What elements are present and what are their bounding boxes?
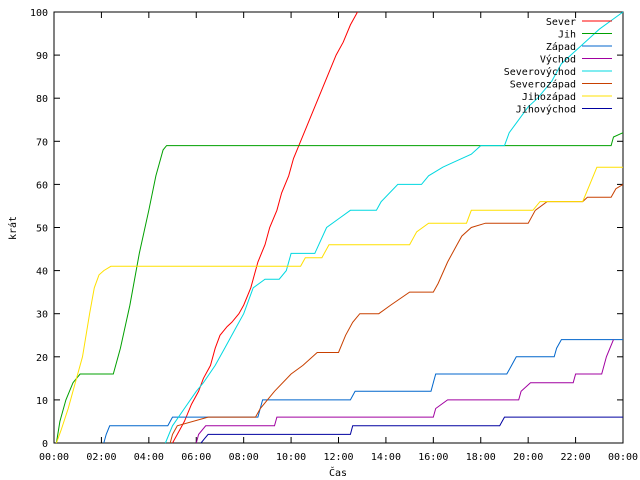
y-tick-label: 0 xyxy=(42,439,48,450)
x-tick-label: 04:00 xyxy=(134,452,164,463)
series-line-severozapad xyxy=(169,183,624,444)
series-line-sever xyxy=(172,11,358,444)
x-tick-label: 22:00 xyxy=(561,452,591,463)
y-tick-label: 100 xyxy=(30,8,48,19)
legend-label: Jihozápad xyxy=(522,91,576,103)
series-line-jihozapad xyxy=(55,166,623,444)
y-tick-label: 70 xyxy=(36,137,48,148)
x-tick-label: 00:00 xyxy=(39,452,69,463)
legend-label: Severozápad xyxy=(510,79,576,91)
legend: Sever JihZápadVýchodSeverovýchodSeverozáp… xyxy=(504,17,612,116)
y-tick-label: 30 xyxy=(36,310,48,321)
series-line-severovychod xyxy=(164,11,624,444)
x-tick-label: 02:00 xyxy=(86,452,116,463)
series-lines xyxy=(55,11,624,444)
x-tick-label: 12:00 xyxy=(323,452,353,463)
series-line-jih xyxy=(55,132,624,444)
x-tick-label: 00:00 xyxy=(608,452,638,463)
x-tick-label: 10:00 xyxy=(276,452,306,463)
y-axis-label: krát xyxy=(7,216,19,240)
x-tick-label: 20:00 xyxy=(513,452,543,463)
legend-label: Jih xyxy=(558,30,576,41)
x-tick-label: 06:00 xyxy=(181,452,211,463)
y-tick-label: 40 xyxy=(36,267,48,278)
x-tick-label: 14:00 xyxy=(371,452,401,463)
y-tick-label: 20 xyxy=(36,353,48,364)
series-line-vychod xyxy=(195,339,614,444)
legend-label: Jihovýchod xyxy=(516,104,576,116)
x-tick-labels: 00:00 02:00 04:00 06:00 08:00 10:00 12:00 14:00… xyxy=(39,452,638,463)
legend-label: Východ xyxy=(540,54,576,66)
series-line-zapad xyxy=(103,339,623,444)
x-tick-label: 08:00 xyxy=(229,452,259,463)
x-tick-label: 16:00 xyxy=(418,452,448,463)
y-tick-label: 90 xyxy=(36,51,48,62)
y-tick-label: 10 xyxy=(36,396,48,407)
axis-ticks xyxy=(53,11,624,444)
series-line-jihovychod xyxy=(200,416,623,444)
legend-label: Severovýchod xyxy=(504,66,576,78)
legend-label: Sever xyxy=(546,17,576,28)
y-tick-label: 50 xyxy=(36,224,48,235)
x-axis-label: Čas xyxy=(329,466,347,479)
y-tick-label: 60 xyxy=(36,180,48,191)
legend-label: Západ xyxy=(546,41,576,53)
y-tick-labels: 0 10 20 30 40 50 60 70 80 90 100 xyxy=(30,8,48,450)
x-tick-label: 18:00 xyxy=(466,452,496,463)
y-tick-label: 80 xyxy=(36,94,48,105)
